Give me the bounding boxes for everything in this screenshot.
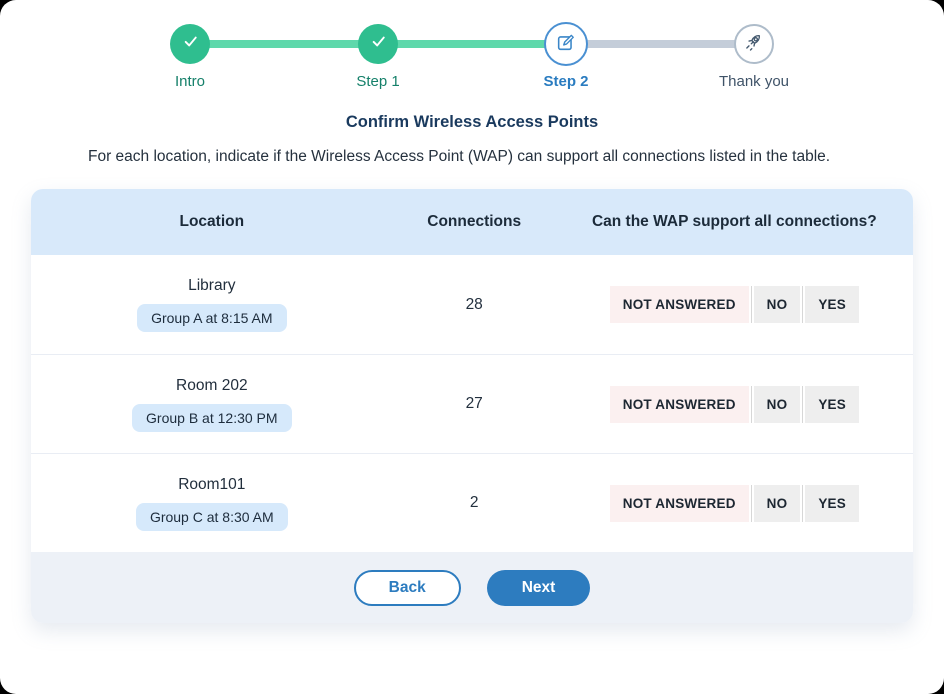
yes-option[interactable]: YES (805, 484, 859, 522)
stepper: Intro Step 1 (96, 22, 848, 90)
table-row: Room101 Group C at 8:30 AM 2 NOT ANSWERE… (31, 453, 913, 553)
answer-cell: NOT ANSWERED NO YES (556, 385, 913, 423)
wap-table: Location Connections Can the WAP support… (31, 189, 913, 624)
connections-value: 2 (469, 494, 479, 512)
yes-option[interactable]: YES (805, 385, 859, 423)
segment-divider (750, 385, 752, 423)
step-circle-1[interactable] (358, 24, 398, 64)
connector-completed (378, 40, 566, 48)
table-body: Library Group A at 8:15 AM 28 NOT ANSWER… (31, 255, 913, 553)
location-cell: Library Group A at 8:15 AM (31, 277, 393, 333)
check-icon (368, 31, 389, 57)
next-button[interactable]: Next (486, 569, 591, 606)
no-option[interactable]: NO (753, 286, 801, 324)
step-1[interactable]: Step 1 (284, 22, 472, 90)
location-name: Library (188, 277, 236, 295)
segment-divider (750, 286, 752, 324)
segment-divider (802, 385, 804, 423)
no-option[interactable]: NO (753, 385, 801, 423)
connector-completed (190, 40, 378, 48)
step-label-thank-you: Thank you (718, 73, 790, 90)
page-description: For each location, indicate if the Wirel… (88, 148, 831, 165)
answer-cell: NOT ANSWERED NO YES (556, 484, 913, 522)
connector-upcoming (566, 40, 754, 48)
connections-cell: 27 (393, 395, 556, 413)
group-time-badge: Group B at 12:30 PM (132, 403, 292, 432)
segment-divider (802, 484, 804, 522)
check-icon (180, 31, 201, 57)
step-label-intro: Intro (174, 73, 205, 90)
answer-segmented-control: NOT ANSWERED NO YES (609, 286, 859, 324)
step-circle-intro[interactable] (170, 24, 210, 64)
group-time-badge: Group C at 8:30 AM (135, 502, 288, 531)
table-row: Library Group A at 8:15 AM 28 NOT ANSWER… (31, 255, 913, 355)
back-button[interactable]: Back (353, 569, 461, 606)
column-header-answer: Can the WAP support all connections? (591, 213, 877, 231)
location-name: Room101 (178, 475, 246, 493)
segment-divider (750, 484, 752, 522)
group-time-badge: Group A at 8:15 AM (137, 304, 287, 333)
yes-option[interactable]: YES (805, 286, 859, 324)
connections-value: 28 (465, 295, 483, 313)
location-cell: Room101 Group C at 8:30 AM (31, 476, 393, 531)
step-label-1: Step 1 (356, 73, 400, 90)
step-circle-2[interactable] (544, 22, 588, 66)
table-row: Room 202 Group B at 12:30 PM 27 NOT ANSW… (31, 354, 913, 454)
answer-cell: NOT ANSWERED NO YES (556, 286, 913, 324)
column-header-connections: Connections (427, 213, 522, 231)
no-option[interactable]: NO (753, 484, 801, 522)
rocket-icon (743, 31, 765, 58)
step-circle-thank-you[interactable] (734, 24, 774, 64)
edit-icon (555, 31, 577, 58)
step-2[interactable]: Step 2 (472, 22, 660, 90)
wizard-footer: Back Next (31, 552, 913, 624)
segment-divider (802, 286, 804, 324)
column-header-location: Location (179, 213, 245, 231)
connections-cell: 28 (393, 296, 556, 314)
step-intro[interactable]: Intro (96, 22, 284, 90)
table-header-row: Location Connections Can the WAP support… (31, 189, 913, 256)
answer-segmented-control: NOT ANSWERED NO YES (609, 385, 859, 423)
location-cell: Room 202 Group B at 12:30 PM (31, 377, 393, 432)
step-thank-you[interactable]: Thank you (660, 22, 848, 90)
not-answered-option[interactable]: NOT ANSWERED (609, 385, 749, 423)
not-answered-option[interactable]: NOT ANSWERED (609, 484, 749, 522)
connections-cell: 2 (393, 494, 556, 512)
answer-segmented-control: NOT ANSWERED NO YES (609, 484, 859, 522)
stepper-connectors (96, 40, 848, 48)
page-title: Confirm Wireless Access Points (345, 113, 599, 131)
not-answered-option[interactable]: NOT ANSWERED (609, 286, 749, 324)
connections-value: 27 (465, 395, 483, 413)
location-name: Room 202 (176, 376, 248, 394)
step-label-2: Step 2 (543, 73, 589, 90)
